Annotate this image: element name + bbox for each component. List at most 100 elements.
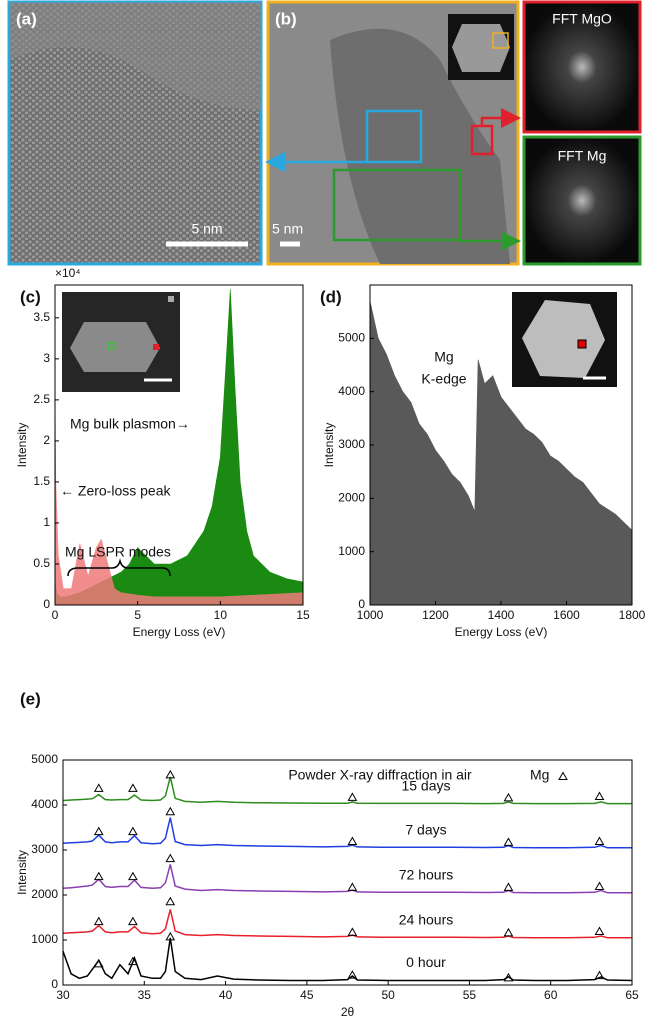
panel-label: (b) xyxy=(275,9,297,28)
fft-label: FFT Mg xyxy=(558,148,607,164)
x-tick-label: 1400 xyxy=(488,608,515,622)
y-tick-label: 2 xyxy=(43,433,50,447)
marker-box xyxy=(577,339,587,349)
x-tick-label: 1800 xyxy=(619,608,646,622)
y-tick-label: 0 xyxy=(51,977,58,991)
series-label: 24 hours xyxy=(399,911,453,927)
line xyxy=(62,776,632,805)
peak-marker xyxy=(165,769,176,779)
peak-marker xyxy=(347,836,358,845)
x-tick-label: 0 xyxy=(52,608,59,622)
y-tick-label: 4000 xyxy=(31,797,58,811)
y-axis-label: Intensity xyxy=(15,423,29,468)
x-tick-label: 1600 xyxy=(553,608,580,622)
peak-marker xyxy=(503,972,514,982)
inset-c xyxy=(62,292,180,392)
y-tick-label: 1 xyxy=(43,515,50,529)
inset-box xyxy=(492,32,509,49)
panel-label: (c) xyxy=(20,287,41,306)
peak-marker xyxy=(347,792,358,801)
peak-marker xyxy=(128,871,138,881)
panel-label: (a) xyxy=(16,9,37,28)
peak-marker xyxy=(128,956,138,966)
y-tick-label: 2.5 xyxy=(33,392,50,406)
peak-marker xyxy=(503,792,514,802)
peak-marker xyxy=(165,896,176,906)
marker-box xyxy=(153,344,159,350)
chart: 1000 1200 1400 1600 180001000200030004000500… xyxy=(320,284,646,639)
x-tick-label: 10 xyxy=(214,608,228,622)
x-tick-label: 50 xyxy=(381,988,395,1002)
line xyxy=(62,817,632,849)
peak-marker xyxy=(594,791,605,800)
series-label: 7 days xyxy=(405,821,446,837)
peak-marker xyxy=(93,871,104,881)
x-tick-label: 1200 xyxy=(422,608,449,622)
annotation: Mg bulk plasmon→ xyxy=(70,416,190,432)
line xyxy=(62,937,633,982)
y-tick-label: 0.5 xyxy=(33,556,50,570)
fft-label: FFT MgO xyxy=(552,11,612,27)
x-tick-label: 60 xyxy=(544,988,558,1002)
peak-marker xyxy=(347,927,358,936)
y-tick-label: 2000 xyxy=(338,491,365,505)
inset-particle xyxy=(70,322,160,372)
peak-marker xyxy=(594,926,605,935)
x-tick-label: 35 xyxy=(138,988,152,1002)
peak-marker xyxy=(347,970,358,979)
marker-box xyxy=(168,296,174,302)
y-tick-label: 1.5 xyxy=(33,474,50,488)
y-tick-label: 4000 xyxy=(338,384,365,398)
peak-marker xyxy=(594,881,605,890)
annotation: Mg LSPR modes xyxy=(65,544,171,560)
x-tick-label: 1000 xyxy=(357,608,384,622)
annotation: Mg xyxy=(434,349,453,365)
x-axis-label: Energy Loss (eV) xyxy=(133,625,226,639)
y-tick-label: 0 xyxy=(43,597,50,611)
peak-marker xyxy=(128,916,138,926)
inset-particle xyxy=(522,300,605,378)
axes-frame xyxy=(62,759,633,986)
line xyxy=(62,909,632,939)
chart: 0 5 10 15 0 0.5 1 1.5 2 2.5 3 3.5 Energy Loss (eV) In… xyxy=(15,266,310,639)
region-box xyxy=(365,109,423,164)
scale-label: 5 nm xyxy=(272,221,303,237)
x-axis-label: Energy Loss (eV) xyxy=(455,625,548,639)
panel-label: (d) xyxy=(320,287,342,306)
annotation: K-edge xyxy=(421,371,466,387)
chart: 15 days 7 days 72 hours 24 hours 0 hour 30 35 4… xyxy=(15,689,639,1019)
arrow xyxy=(480,108,521,128)
x-axis-label: 2θ xyxy=(341,1005,355,1019)
y-tick-label: 5000 xyxy=(338,331,365,345)
legend-symbol xyxy=(558,771,568,780)
x-tick-label: 30 xyxy=(56,988,70,1002)
peak-marker xyxy=(93,958,104,968)
line xyxy=(62,864,632,894)
series-label: 15 days xyxy=(401,777,450,793)
peak-marker xyxy=(594,970,605,980)
annotation: ← Zero-loss peak xyxy=(60,483,171,499)
bracket xyxy=(67,558,171,577)
x-tick-label: 65 xyxy=(625,988,639,1002)
series-label: 72 hours xyxy=(399,866,453,882)
x-tick-label: 45 xyxy=(300,988,314,1002)
y-tick-label: 2000 xyxy=(31,887,58,901)
peak-marker xyxy=(128,783,138,792)
y-tick-label: 1000 xyxy=(338,544,365,558)
fft-image xyxy=(522,135,642,266)
peak-marker xyxy=(165,853,176,863)
inset-d xyxy=(512,292,617,387)
x-tick-label: 40 xyxy=(219,988,233,1002)
peak-marker xyxy=(93,783,104,792)
panel-b: (b) 5 nm xyxy=(265,0,521,266)
peak-marker xyxy=(503,882,514,891)
y-tick-label: 5000 xyxy=(31,752,58,766)
series-label: 0 hour xyxy=(406,954,446,970)
x-tick-label: 15 xyxy=(296,608,310,622)
y-axis-label: Intensity xyxy=(15,850,29,895)
y-tick-label: 3.5 xyxy=(33,310,50,324)
y-tick-label: 3000 xyxy=(338,437,365,451)
y-tick-label: 1000 xyxy=(31,932,58,946)
